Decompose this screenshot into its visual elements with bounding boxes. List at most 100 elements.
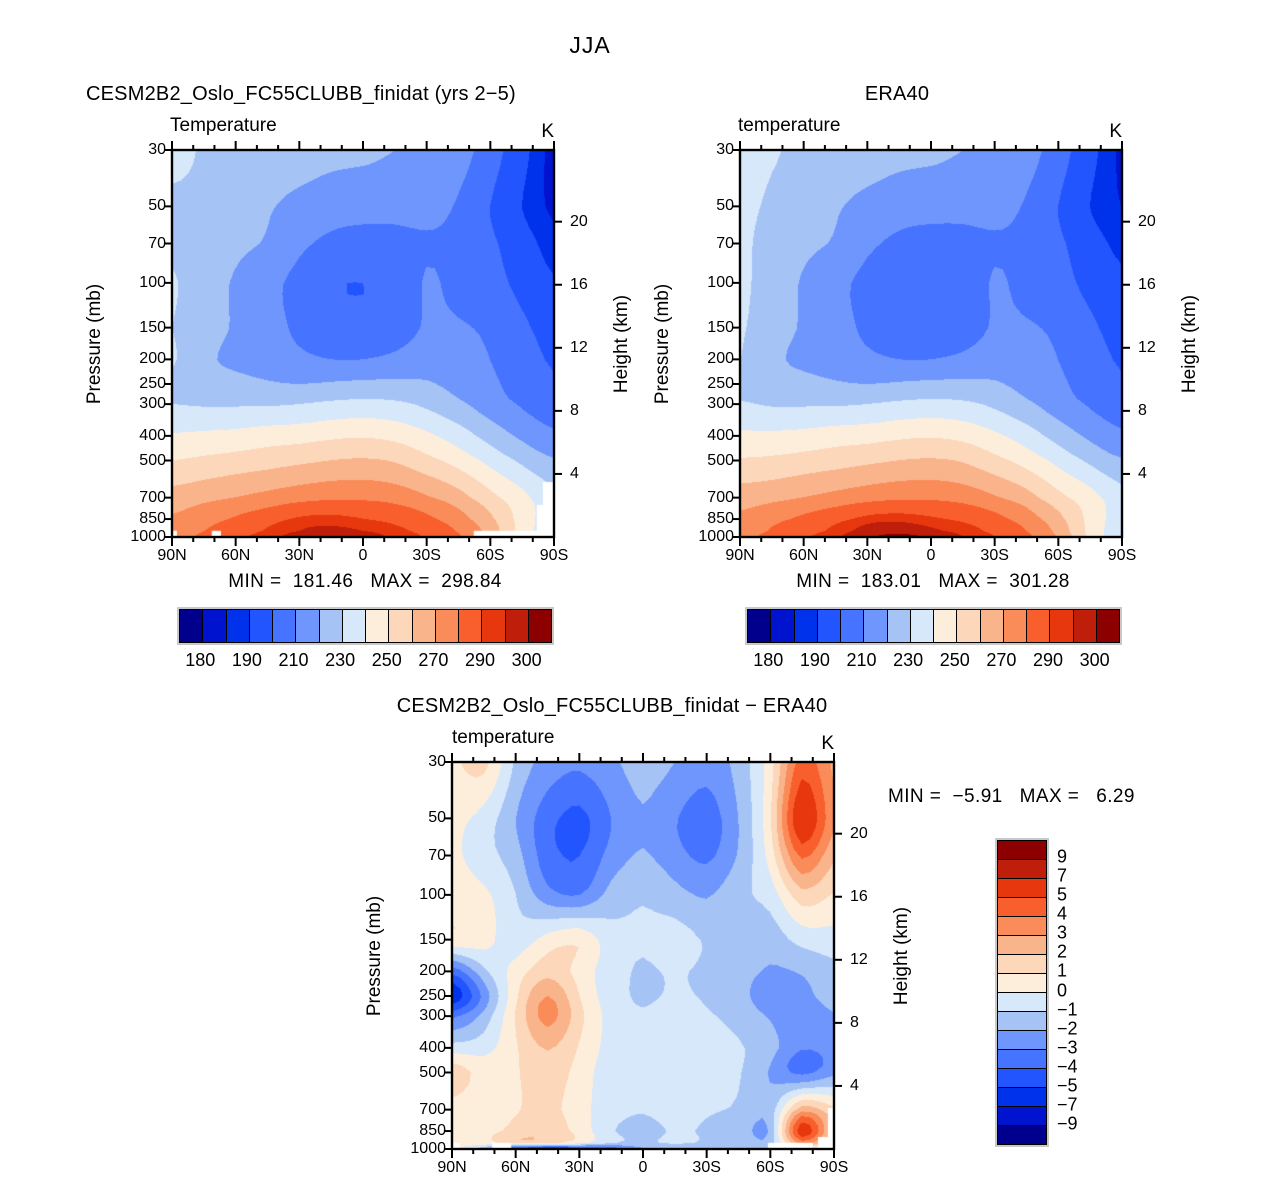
latitude-tick-label: 30N (284, 547, 315, 564)
colorbar-cell (793, 609, 818, 643)
panel-era40-colorbar (745, 607, 1122, 645)
panel-era40-minmax-label: MIN = 183.01 MAX = 301.28 (796, 571, 1070, 592)
colorbar-cell (997, 935, 1047, 955)
height-tick-label: 4 (1138, 464, 1147, 482)
colorbar-cell (997, 1087, 1047, 1107)
pressure-tick-label: 250 (707, 375, 734, 392)
colorbar-tick-label: −4 (1057, 1056, 1078, 1077)
colorbar-cell (1026, 609, 1051, 643)
height-tick-label: 4 (570, 464, 579, 482)
colorbar-tick-label: 270 (986, 650, 1017, 670)
colorbar-tick-label: 250 (939, 650, 970, 670)
colorbar-cell (179, 609, 204, 643)
panel-difference-units-label: K (821, 733, 834, 754)
latitude-tick-label: 90N (725, 547, 755, 564)
colorbar-cell (504, 609, 529, 643)
pressure-tick-label: 200 (707, 350, 734, 368)
pressure-tick-label: 200 (139, 350, 166, 368)
pressure-tick-label: 30 (148, 141, 166, 158)
height-tick-label: 12 (570, 338, 588, 356)
colorbar-tick-label: 190 (231, 650, 262, 670)
colorbar-cell (816, 609, 841, 643)
pressure-tick-label: 850 (707, 510, 734, 528)
colorbar-tick-label: 300 (1079, 650, 1110, 670)
panel-model-minmax-label: MIN = 181.46 MAX = 298.84 (228, 571, 502, 592)
colorbar-cell (434, 609, 459, 643)
pressure-tick-label: 200 (419, 962, 446, 980)
latitude-tick-label: 90N (437, 1159, 467, 1176)
height-tick-label: 16 (570, 275, 588, 293)
latitude-tick-label: 30S (692, 1159, 721, 1176)
colorbar-cell (933, 609, 958, 643)
latitude-tick-label: 60S (756, 1159, 785, 1176)
colorbar-tick-label: 290 (465, 650, 496, 670)
panel-era40-axes (732, 141, 1130, 546)
colorbar-cell (997, 954, 1047, 974)
colorbar-tick-label: 300 (511, 650, 542, 670)
panel-model-y2axis-title: Height (km) (611, 294, 632, 394)
pressure-tick-label: 850 (419, 1122, 446, 1140)
height-tick-label: 12 (1138, 338, 1156, 356)
latitude-tick-label: 30S (412, 547, 441, 564)
pressure-tick-label: 1000 (410, 1140, 446, 1157)
panel-era40-subtitle: temperature (738, 115, 841, 136)
pressure-tick-label: 50 (428, 809, 446, 827)
colorbar-cell (1095, 609, 1120, 643)
panel-difference-minmax-label: MIN = −5.91 MAX = 6.29 (888, 786, 1135, 807)
pressure-tick-label: 70 (148, 234, 166, 252)
colorbar-cell (997, 992, 1047, 1012)
colorbar-cell (909, 609, 934, 643)
latitude-tick-label: 0 (638, 1159, 648, 1176)
panel-era40-units-label: K (1109, 121, 1122, 142)
colorbar-cell (1002, 609, 1027, 643)
panel-difference-colorbar (995, 838, 1049, 1147)
pressure-tick-label: 700 (707, 488, 734, 506)
panel-model-colorbar (177, 607, 554, 645)
pressure-tick-label: 1000 (130, 528, 166, 545)
pressure-tick-label: 300 (139, 395, 166, 413)
latitude-tick-label: 90S (1107, 547, 1137, 564)
colorbar-cell (527, 609, 552, 643)
panel-era40-yaxis-title: Pressure (mb) (652, 283, 673, 405)
colorbar-tick-label: 180 (185, 650, 216, 670)
colorbar-tick-label: 180 (753, 650, 784, 670)
colorbar-tick-label: 230 (893, 650, 924, 670)
latitude-tick-label: 60S (1044, 547, 1073, 564)
pressure-tick-label: 150 (139, 318, 166, 336)
height-tick-label: 8 (850, 1013, 859, 1031)
pressure-tick-label: 250 (139, 375, 166, 392)
colorbar-cell (295, 609, 320, 643)
colorbar-cell (840, 609, 865, 643)
pressure-tick-label: 700 (139, 488, 166, 506)
colorbar-cell (886, 609, 911, 643)
colorbar-cell (997, 1049, 1047, 1069)
latitude-tick-label: 90S (819, 1159, 849, 1176)
colorbar-tick-label: 7 (1057, 865, 1068, 886)
colorbar-cell (997, 1106, 1047, 1126)
colorbar-tick-label: 210 (846, 650, 877, 670)
colorbar-tick-label: 250 (371, 650, 402, 670)
panel-model-units-label: K (541, 121, 554, 142)
pressure-tick-label: 50 (716, 197, 734, 215)
colorbar-cell (863, 609, 888, 643)
colorbar-tick-label: −1 (1057, 999, 1078, 1020)
latitude-tick-label: 30S (980, 547, 1009, 564)
pressure-tick-label: 300 (707, 395, 734, 413)
pressure-tick-label: 100 (139, 273, 166, 291)
colorbar-tick-label: 190 (799, 650, 830, 670)
pressure-tick-label: 150 (707, 318, 734, 336)
colorbar-tick-label: −9 (1057, 1113, 1078, 1134)
colorbar-tick-label: 3 (1057, 922, 1068, 943)
colorbar-tick-label: 5 (1057, 884, 1068, 905)
pressure-tick-label: 70 (428, 846, 446, 864)
colorbar-tick-label: 230 (325, 650, 356, 670)
pressure-tick-label: 150 (419, 930, 446, 948)
colorbar-tick-label: 210 (278, 650, 309, 670)
panel-model-title: CESM2B2_Oslo_FC55CLUBB_finidat (yrs 2−5) (86, 83, 516, 105)
colorbar-tick-label: 1 (1057, 960, 1068, 981)
height-tick-label: 4 (850, 1076, 859, 1094)
colorbar-tick-label: −2 (1057, 1018, 1078, 1039)
colorbar-cell (956, 609, 981, 643)
panel-difference-y2axis-title: Height (km) (891, 906, 912, 1006)
colorbar-cell (341, 609, 366, 643)
